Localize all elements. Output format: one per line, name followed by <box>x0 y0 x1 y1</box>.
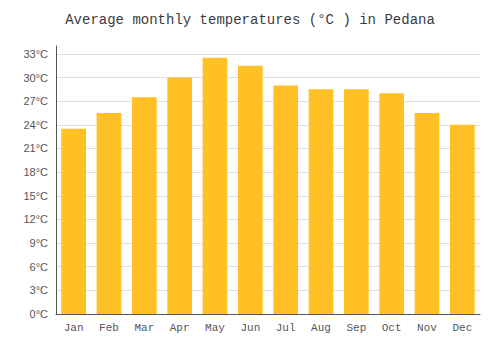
svg-text:27°C: 27°C <box>23 95 48 107</box>
svg-text:Apr: Apr <box>170 322 190 334</box>
svg-text:Jul: Jul <box>276 322 296 334</box>
svg-text:6°C: 6°C <box>30 261 49 273</box>
svg-text:Feb: Feb <box>99 322 119 334</box>
svg-text:Dec: Dec <box>452 322 472 334</box>
svg-text:Mar: Mar <box>134 322 154 334</box>
svg-text:12°C: 12°C <box>23 213 48 225</box>
svg-text:May: May <box>205 322 225 334</box>
svg-text:Jan: Jan <box>64 322 84 334</box>
svg-text:Nov: Nov <box>417 322 437 334</box>
svg-text:15°C: 15°C <box>23 190 48 202</box>
svg-text:24°C: 24°C <box>23 119 48 131</box>
svg-text:0°C: 0°C <box>30 308 49 320</box>
svg-text:Average monthly temperatures (: Average monthly temperatures (°C ) in Pe… <box>65 12 435 28</box>
svg-text:33°C: 33°C <box>23 48 48 60</box>
svg-text:18°C: 18°C <box>23 166 48 178</box>
svg-text:9°C: 9°C <box>30 237 49 249</box>
svg-text:Jun: Jun <box>240 322 260 334</box>
svg-text:Aug: Aug <box>311 322 331 334</box>
svg-text:3°C: 3°C <box>30 284 49 296</box>
svg-text:Oct: Oct <box>382 322 402 334</box>
svg-text:Sep: Sep <box>346 322 366 334</box>
svg-text:30°C: 30°C <box>23 72 48 84</box>
svg-text:21°C: 21°C <box>23 142 48 154</box>
